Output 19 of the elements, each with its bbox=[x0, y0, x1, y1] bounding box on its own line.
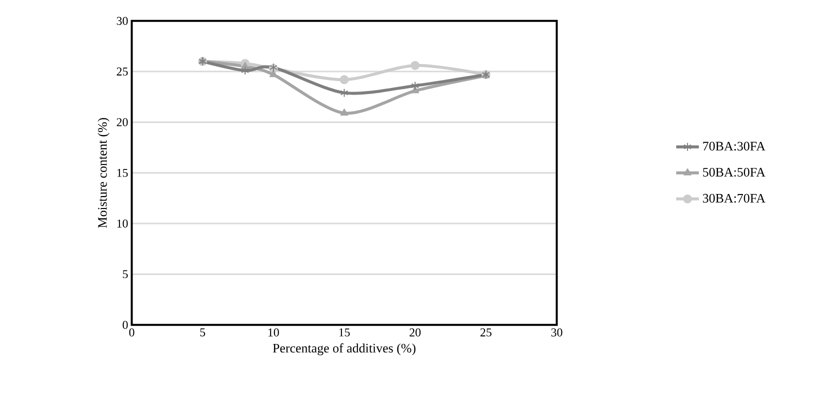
y-tick-label: 25 bbox=[116, 68, 128, 76]
y-tick-label: 10 bbox=[117, 220, 128, 228]
y-tick-label: 20 bbox=[116, 118, 128, 126]
x-tick-label: 15 bbox=[339, 328, 350, 336]
x-tick-label: 20 bbox=[410, 328, 421, 336]
x-axis-title: Percentage of additives (%) bbox=[272, 343, 416, 356]
y-tick-label: 5 bbox=[122, 270, 128, 278]
y-tick-label: 0 bbox=[122, 320, 128, 329]
x-tick-label: 5 bbox=[200, 328, 206, 336]
x-tick-label: 30 bbox=[551, 328, 562, 336]
legend-label: 50BA:50FA bbox=[703, 168, 766, 177]
y-tick-label: 15 bbox=[117, 168, 128, 177]
legend-label: 70BA:30FA bbox=[703, 142, 766, 151]
x-tick-label: 10 bbox=[268, 328, 279, 336]
legend-label: 30BA:70FA bbox=[702, 194, 766, 203]
y-axis-title: Moisture content (%) bbox=[98, 118, 110, 228]
x-tick-label: 0 bbox=[129, 328, 134, 336]
y-tick-label: 30 bbox=[116, 16, 128, 25]
x-tick-label: 25 bbox=[480, 328, 492, 336]
